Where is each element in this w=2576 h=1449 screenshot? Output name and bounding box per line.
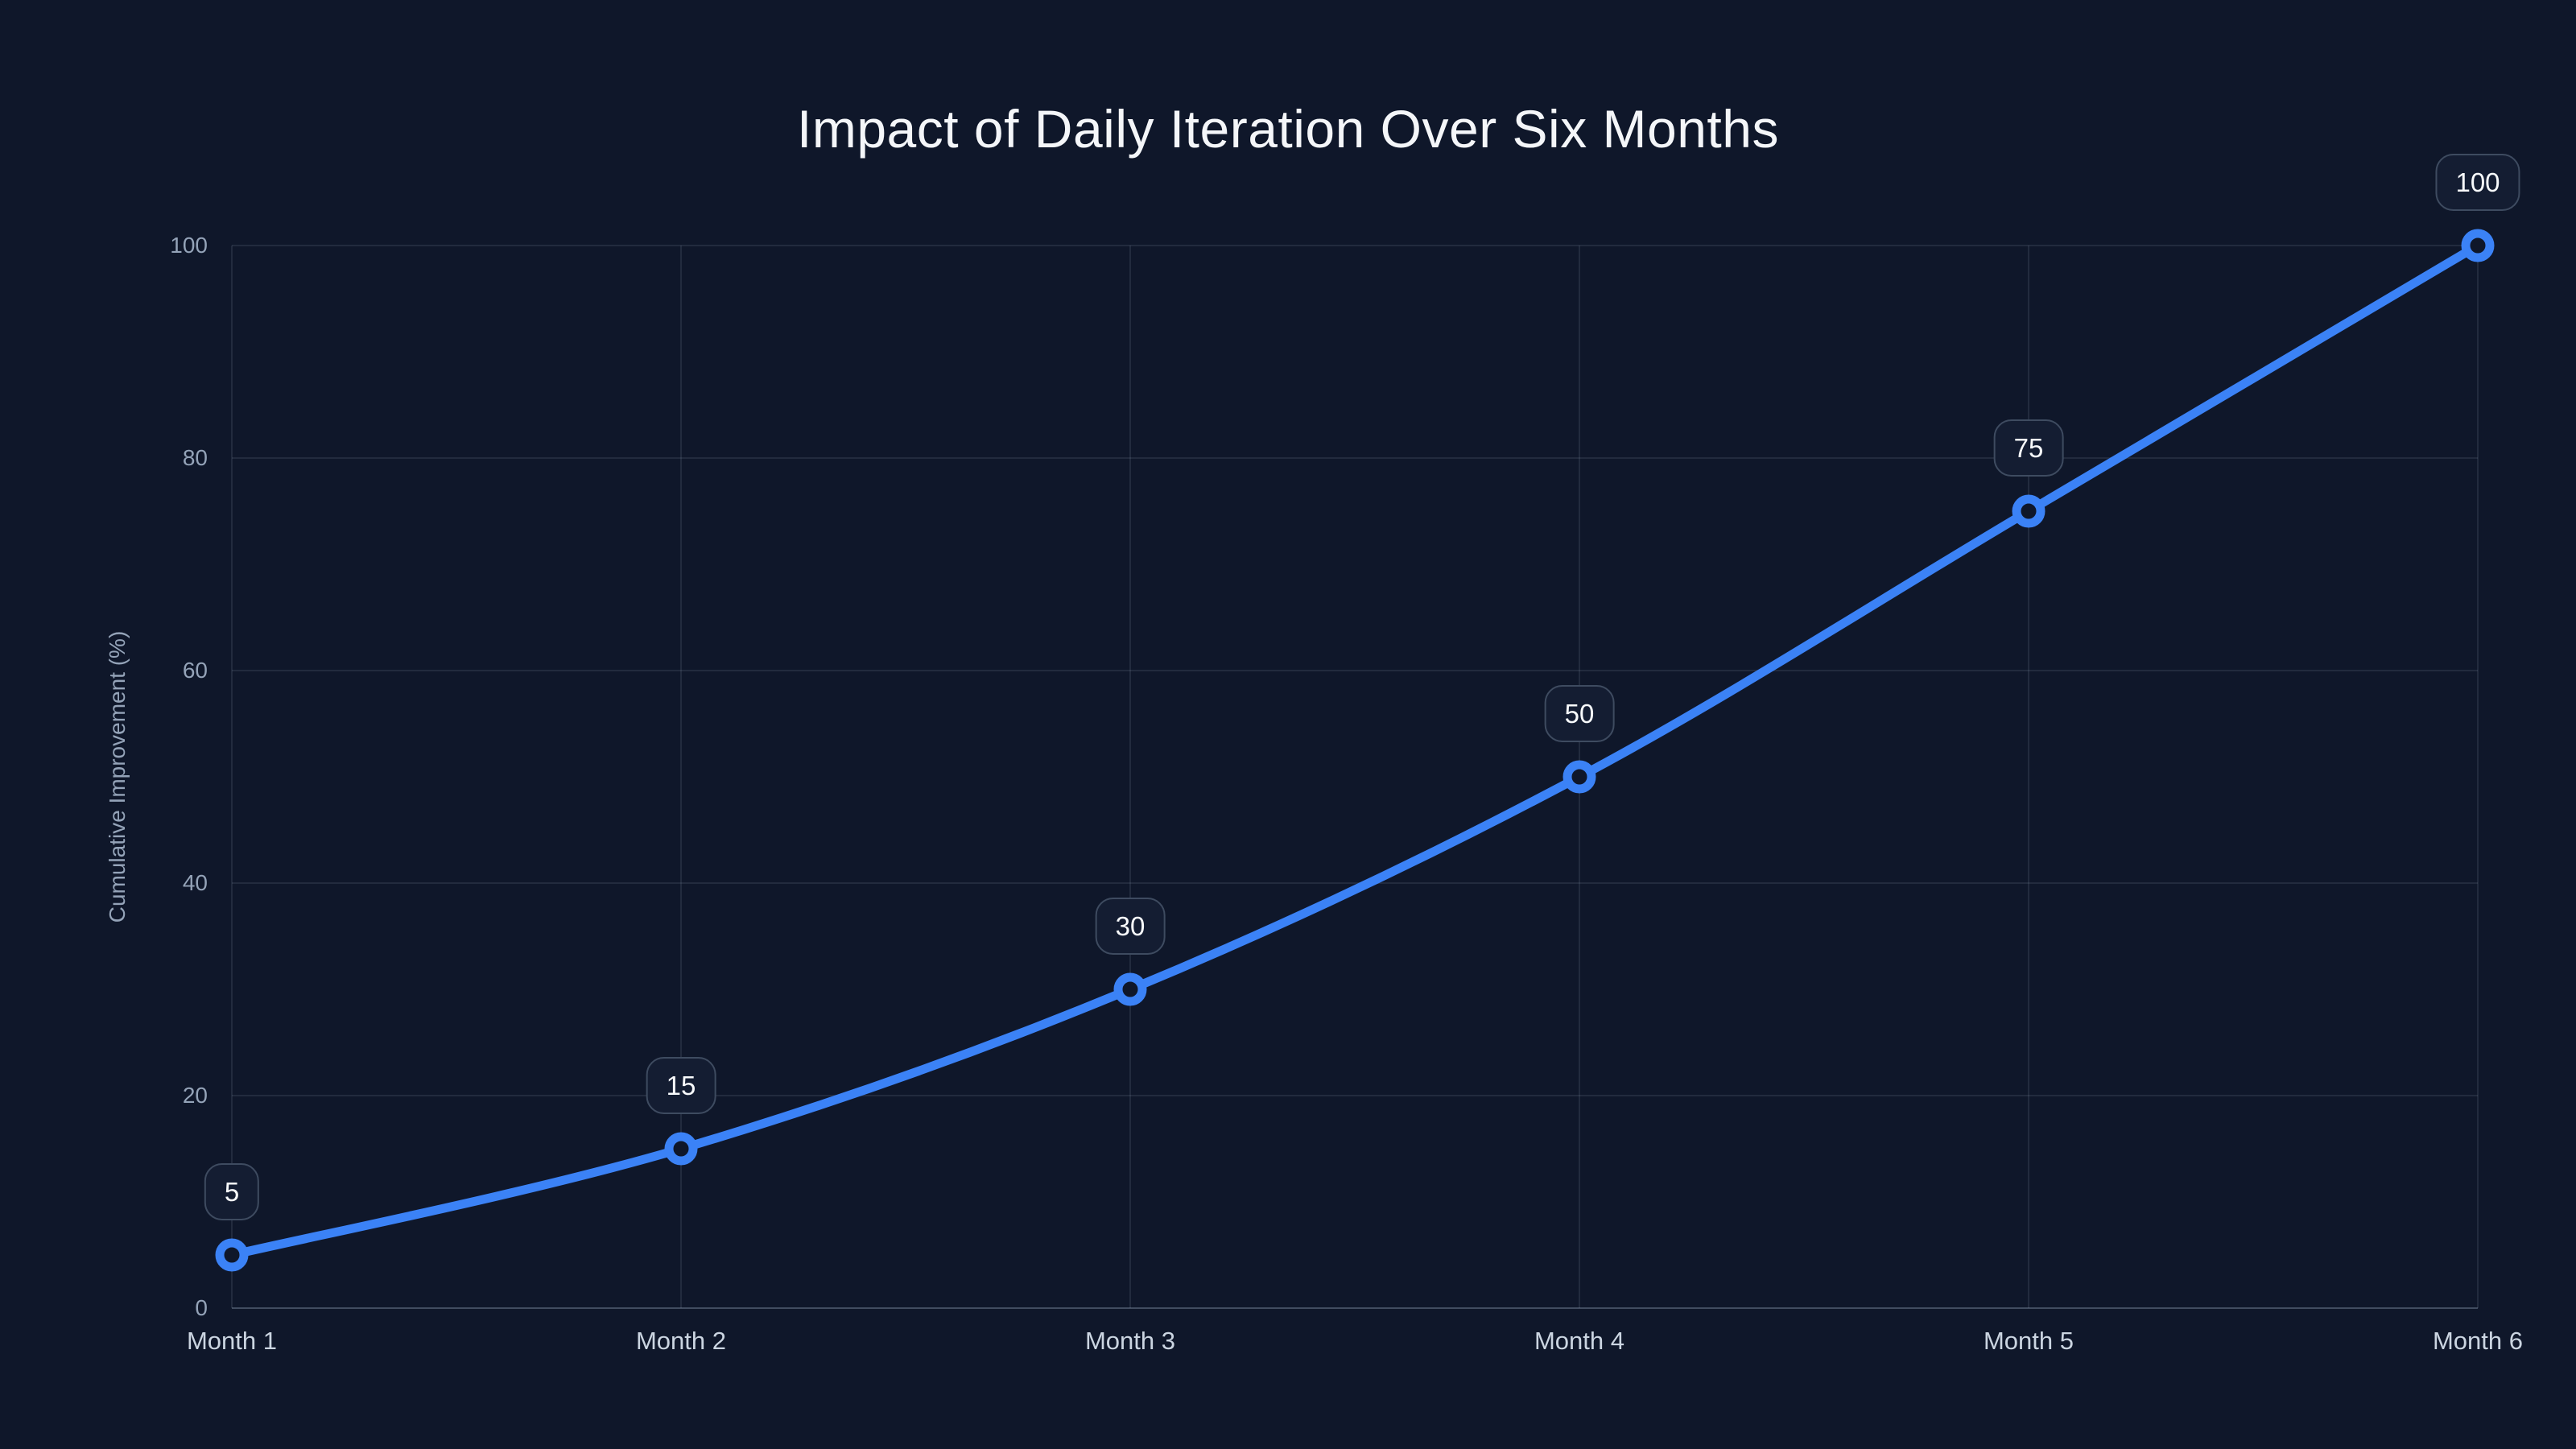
x-tick-label: Month 1 bbox=[186, 1327, 277, 1355]
x-tick-label: Month 5 bbox=[1983, 1327, 2074, 1355]
data-point-month-5[interactable] bbox=[2012, 494, 2046, 528]
x-tick-label: Month 2 bbox=[635, 1327, 726, 1355]
data-label-badge: 30 bbox=[1095, 898, 1166, 955]
y-tick-label: 60 bbox=[182, 658, 208, 683]
y-tick-label: 20 bbox=[182, 1083, 208, 1108]
data-label-badge: 50 bbox=[1544, 685, 1615, 742]
data-point-month-6[interactable] bbox=[2461, 229, 2495, 262]
line-series bbox=[227, 241, 2483, 1260]
chart-title: Impact of Daily Iteration Over Six Month… bbox=[797, 99, 1779, 159]
y-tick-label: 0 bbox=[195, 1295, 208, 1320]
y-tick-label: 100 bbox=[170, 233, 208, 258]
x-tick-label: Month 4 bbox=[1534, 1327, 1624, 1355]
y-tick-label: 80 bbox=[182, 445, 208, 470]
data-point-month-1[interactable] bbox=[215, 1238, 249, 1272]
data-label-badge: 75 bbox=[1993, 419, 2064, 477]
data-label-badge: 5 bbox=[204, 1163, 260, 1220]
y-tick-label: 40 bbox=[182, 870, 208, 895]
x-tick-label: Month 3 bbox=[1084, 1327, 1175, 1355]
x-tick-label: Month 6 bbox=[2432, 1327, 2523, 1355]
data-label-badge: 100 bbox=[2435, 154, 2520, 211]
data-point-month-4[interactable] bbox=[1563, 760, 1596, 794]
data-label-badge: 15 bbox=[646, 1057, 716, 1114]
data-point-month-2[interactable] bbox=[664, 1132, 698, 1166]
data-point-month-3[interactable] bbox=[1113, 972, 1147, 1006]
